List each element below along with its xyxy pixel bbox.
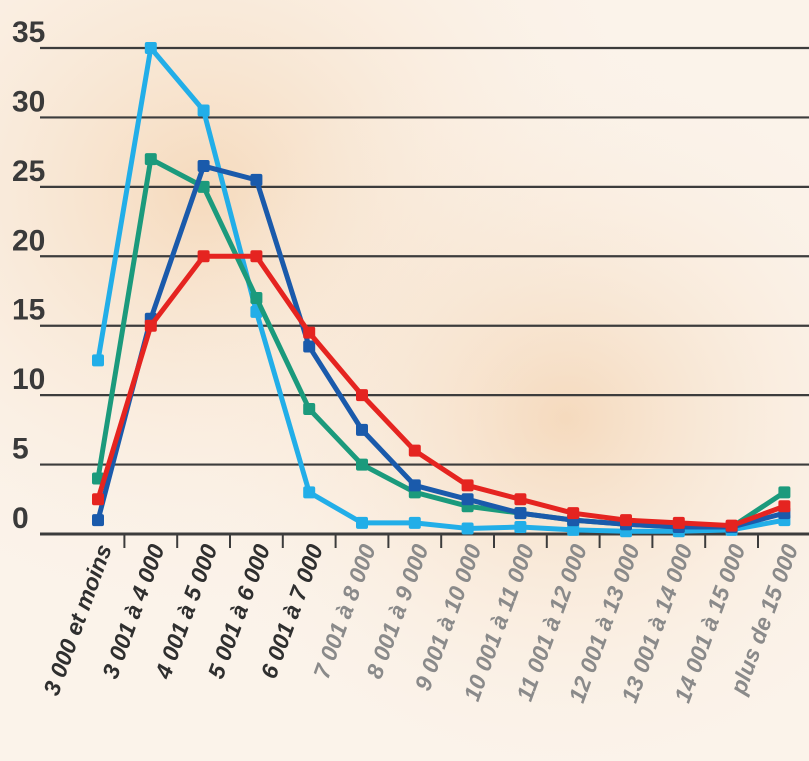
data-point (92, 354, 104, 367)
series-line (95, 45, 787, 534)
data-point (672, 516, 685, 529)
data-point (514, 507, 527, 520)
data-point (461, 493, 474, 506)
data-point (778, 500, 791, 513)
series-3 (92, 250, 791, 532)
data-point (303, 340, 316, 353)
series-0 (92, 42, 791, 538)
y-tick-label: 35 (12, 16, 45, 49)
data-point (461, 479, 474, 492)
data-point (303, 403, 316, 416)
data-point (197, 250, 210, 263)
data-point (356, 516, 368, 529)
data-point (408, 444, 421, 457)
data-point (197, 180, 210, 193)
y-tick-label: 0 (12, 502, 29, 535)
series-line (95, 253, 787, 529)
data-point (514, 521, 527, 534)
data-point (514, 493, 527, 506)
data-point (144, 42, 157, 54)
data-point (461, 522, 474, 535)
y-tick-label: 10 (12, 363, 45, 396)
data-point (725, 519, 738, 532)
data-point (303, 326, 316, 339)
data-point (778, 486, 791, 499)
series-lines (92, 42, 791, 538)
data-point (250, 173, 263, 186)
series-line (95, 163, 787, 530)
y-tick-label: 25 (12, 155, 45, 188)
data-point (197, 104, 210, 117)
y-tick-label: 20 (12, 224, 45, 257)
data-point (92, 514, 104, 527)
data-point (303, 486, 316, 499)
data-point (250, 250, 263, 263)
data-point (250, 291, 263, 304)
y-tick-label: 5 (12, 433, 29, 466)
y-tick-label: 15 (12, 294, 45, 327)
data-point (567, 507, 580, 520)
data-point (620, 514, 632, 527)
data-point (197, 160, 210, 173)
data-point (408, 479, 421, 492)
y-axis-ticks: 0 5 10 15 20 25 30 35 (12, 16, 45, 535)
data-point (356, 423, 368, 436)
data-point (144, 153, 157, 166)
data-point (567, 523, 580, 536)
data-point (356, 389, 368, 402)
data-point (356, 458, 368, 471)
data-point (144, 319, 157, 332)
y-tick-label: 30 (12, 85, 45, 118)
data-point (92, 493, 104, 506)
data-point (408, 516, 421, 529)
